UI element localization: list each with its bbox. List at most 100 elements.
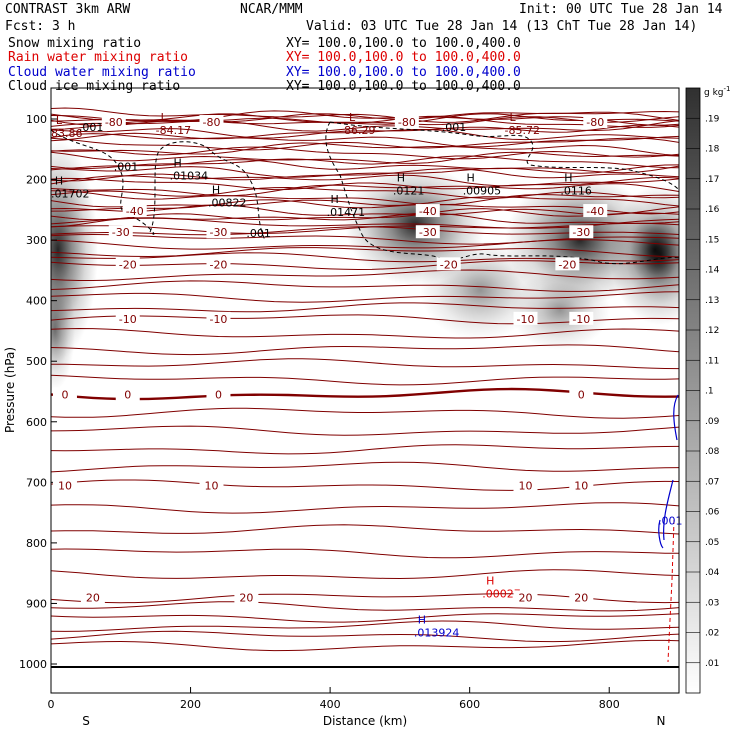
x-tick-label: 200 <box>180 698 201 711</box>
temperature-contour-line <box>51 524 679 535</box>
contour-label-bg <box>206 225 231 239</box>
extremum-value: .00822 <box>208 197 247 210</box>
temperature-contour-label: -80 <box>105 116 123 129</box>
temperature-contour-line <box>51 302 679 313</box>
extremum-marker: H <box>486 574 494 587</box>
contour-value-labels: .001 .001 .001 .001 .001 <box>79 121 683 528</box>
temperature-contour-label: -40 <box>586 205 604 218</box>
extremum-marker: L <box>161 111 168 124</box>
colorbar-tick-label: .05 <box>705 538 719 548</box>
x-tick-label: 400 <box>320 698 341 711</box>
field-rain-name: Rain water mixing ratio <box>8 50 189 65</box>
temperature-contour-line <box>51 548 679 559</box>
temperature-contour-label: 0 <box>578 389 585 402</box>
temperature-contour-line <box>51 142 679 156</box>
contour-value-label: .001 <box>114 160 139 173</box>
extremum-value: -84.17 <box>156 124 191 137</box>
temperature-contour-line <box>51 327 679 339</box>
contour-label-bg <box>569 225 594 239</box>
contour-label-bg <box>569 387 594 401</box>
temperature-contour-line <box>51 196 679 208</box>
temperature-contour-line <box>51 212 679 228</box>
field-cloudwater-xy: XY= 100.0,100.0 to 100.0,400.0 <box>286 65 521 80</box>
contour-label-bg <box>206 387 231 401</box>
temperature-contour-label: -30 <box>572 226 590 239</box>
colorbar-tick-label: .11 <box>705 356 719 366</box>
temperature-contour-line <box>51 120 679 132</box>
x-axis-label: Distance (km) <box>323 714 407 728</box>
temperature-contour-label: -80 <box>398 116 416 129</box>
temperature-contour-line <box>51 186 679 199</box>
extremum-marker: H <box>55 175 63 188</box>
colorbar-tick-label: .15 <box>705 235 719 245</box>
colorbar-tick-label: .04 <box>705 568 720 578</box>
temperature-contour-line <box>51 601 679 612</box>
contour-label-bg <box>234 590 259 604</box>
temperature-contour-label: -30 <box>209 226 227 239</box>
colorbar-tick-label: .12 <box>705 326 719 336</box>
header-valid: Valid: 03 UTC Tue 28 Jan 14 (13 ChT Tue … <box>306 19 698 34</box>
colorbar-tick-label: .19 <box>705 114 720 124</box>
field-cloudice-xy: XY= 100.0,100.0 to 100.0,400.0 <box>286 79 521 94</box>
colorbar-tick-label: .07 <box>705 477 719 487</box>
colorbar-unit: g kg-1 <box>704 85 730 98</box>
temperature-contour-line <box>51 291 679 303</box>
temperature-contour-line <box>51 137 679 151</box>
plot-frame <box>50 87 680 694</box>
contour-label-bg <box>513 478 538 492</box>
contour-label-bg <box>569 478 594 492</box>
temperature-contour-line <box>51 155 679 170</box>
contour-label-bg <box>569 311 594 325</box>
contour-value-label: .001 <box>442 121 467 134</box>
y-tick-label: 200 <box>26 174 47 187</box>
temperature-contour-line <box>51 613 679 623</box>
temperature-contour-line <box>51 233 679 245</box>
y-tick-label: 300 <box>26 234 47 247</box>
temperature-contour-line <box>51 639 679 652</box>
contour-label-bg <box>52 387 77 401</box>
temperature-contour-line <box>51 115 679 130</box>
contour-label-bg <box>122 204 147 218</box>
temperature-contour-label: 10 <box>58 479 72 492</box>
axes: 0 200 400 600 800100200300400500600700800900… <box>19 113 620 711</box>
temperature-contour-line <box>51 461 679 473</box>
temperature-contour-line <box>51 174 679 187</box>
contour-label-bg <box>583 115 608 129</box>
colorbar-tick-label: .09 <box>705 417 720 427</box>
temperature-contour-label: 20 <box>574 591 588 604</box>
colorbar-tick-label: .06 <box>705 508 720 518</box>
endpoint-label-right: N <box>657 714 666 728</box>
contour-label-bg <box>206 257 231 271</box>
temperature-contour-line <box>51 176 679 191</box>
temperature-contour-label: -10 <box>517 313 535 326</box>
temperature-contour-label: -40 <box>126 205 144 218</box>
colorbar-tick-label: .18 <box>705 145 720 155</box>
temperature-contour-label: -80 <box>586 116 604 129</box>
header-center: NCAR/MMM <box>240 2 303 17</box>
temperature-contour-line <box>51 630 679 643</box>
contour-label-bg <box>52 478 77 492</box>
temperature-contour-label: -80 <box>203 116 221 129</box>
colorbar-tick-label: .01 <box>705 659 719 669</box>
colorbar-tick-label: .08 <box>705 447 720 457</box>
x-tick-label: 600 <box>459 698 480 711</box>
temperature-contour-label: -10 <box>119 313 137 326</box>
y-tick-label: 800 <box>26 537 47 550</box>
extremum-marker: H <box>330 193 338 206</box>
contour-label-bg <box>108 225 133 239</box>
temperature-contour-label: 10 <box>518 479 532 492</box>
snow-blob-far-right-core <box>630 215 679 285</box>
x-tick-label: 800 <box>599 698 620 711</box>
y-tick-label: 600 <box>26 416 47 429</box>
extrema-labels: L86.29L-85.72L-84.17L83.86H.01034H.00822… <box>51 111 592 640</box>
temperature-contour-line <box>51 569 679 580</box>
contour-label-bg <box>115 257 140 271</box>
contour-label-bg <box>513 590 538 604</box>
temperature-contour-label: -40 <box>419 205 437 218</box>
temperature-contour-line <box>51 239 679 250</box>
extremum-value: .013924 <box>414 627 460 640</box>
colorbar-tick-label: .16 <box>705 205 720 215</box>
field-snow-name: Snow mixing ratio <box>8 36 142 51</box>
temperature-contour-line <box>51 133 679 148</box>
